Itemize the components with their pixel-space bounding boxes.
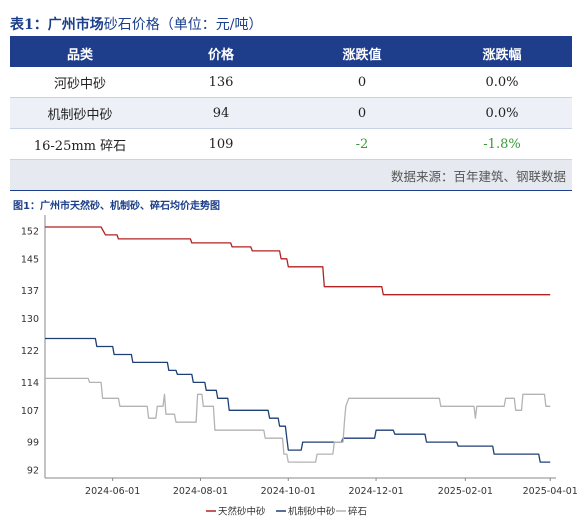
header-price: 价格 [150,39,292,67]
y-tick-label: 114 [21,378,39,389]
row-price: 109 [150,128,292,160]
table-title-bold: 表1：广州市场 [10,17,104,33]
table-header-row: 品类 价格 涨跌值 涨跌幅 [10,39,572,67]
legend-label-3: 碎石 [348,506,367,518]
table-row: 16-25mm 碎石 109 -2 -1.8% [10,128,572,160]
header-change: 涨跌值 [292,39,432,67]
data-source-note: 数据来源：百年建筑、钢联数据 [10,159,572,191]
y-tick-label: 92 [27,466,39,477]
table-title: 表1：广州市场砂石价格（单位：元/吨） [10,14,262,34]
series-line-1 [45,226,551,296]
row-name: 河砂中砂 [10,67,150,98]
row-price: 136 [150,67,292,98]
y-tick-label: 145 [21,254,39,265]
series-line-2 [45,337,551,463]
x-tick-label: 2024-10-01 [261,486,316,497]
price-table: 品类 价格 涨跌值 涨跌幅 河砂中砂 136 0 0.0% 机制砂中砂 94 0… [10,39,572,191]
header-change-pct: 涨跌幅 [432,39,572,67]
y-tick-label: 122 [21,346,39,357]
legend-label-1: 天然砂中砂 [218,506,266,518]
series-line-3 [45,377,551,463]
y-tick-label: 137 [21,286,39,297]
row-change: -2 [292,128,432,160]
table-title-rest: 砂石价格（单位：元/吨） [103,17,263,33]
x-tick-label: 2024-12-01 [348,486,403,497]
row-name: 16-25mm 碎石 [10,128,150,160]
row-change-pct: -1.8% [432,128,572,160]
row-change: 0 [292,67,432,98]
legend-label-2: 机制砂中砂 [288,506,336,518]
header-category: 品类 [10,39,150,67]
y-tick-label: 99 [27,438,39,449]
table-row: 机制砂中砂 94 0 0.0% [10,97,572,129]
table-row: 河砂中砂 136 0 0.0% [10,67,572,98]
row-change: 0 [292,97,432,129]
price-trend-chart: 92 99 107 114 122 130 137 145 152 2024-06-01 2024-… [21,215,578,518]
y-tick-label: 107 [21,406,39,417]
x-tick-label: 2025-04-01 [523,486,578,497]
row-change-pct: 0.0% [432,97,572,129]
row-price: 94 [150,97,292,129]
row-change-pct: 0.0% [432,67,572,98]
y-tick-label: 152 [21,226,39,237]
y-tick-label: 130 [21,314,39,325]
x-tick-label: 2025-02-01 [438,486,493,497]
row-name: 机制砂中砂 [10,97,150,129]
x-tick-label: 2024-06-01 [85,486,140,497]
table-top-rule [10,36,572,39]
chart-title: 图1：广州市天然砂、机制砂、碎石均价走势图 [13,201,220,212]
x-tick-label: 2024-08-01 [173,486,228,497]
